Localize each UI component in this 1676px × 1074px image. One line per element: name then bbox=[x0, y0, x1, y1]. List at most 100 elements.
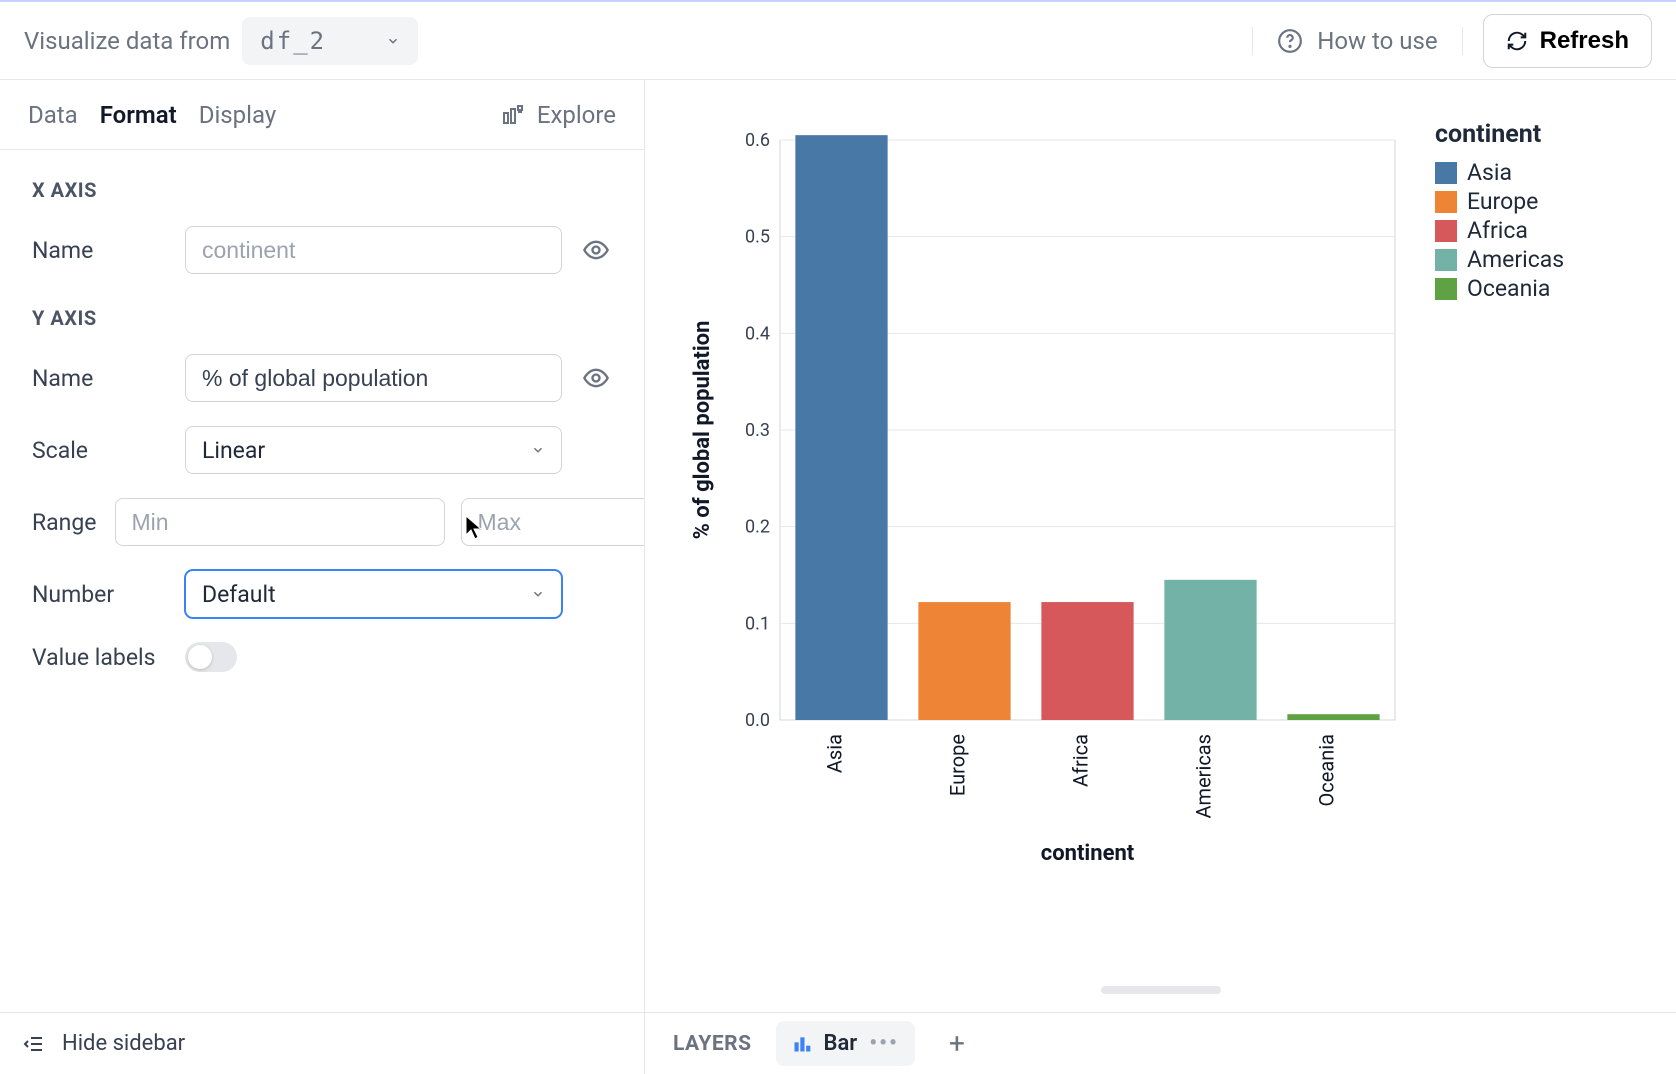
main: Data Format Display Explore X AXIS Name … bbox=[0, 80, 1676, 1074]
yaxis-number-value: Default bbox=[202, 581, 276, 608]
legend-label: Americas bbox=[1467, 246, 1564, 273]
hide-sidebar-label: Hide sidebar bbox=[62, 1031, 185, 1056]
format-panel: X AXIS Name Y AXIS Name Scale Linear bbox=[0, 150, 644, 1012]
yaxis-range-row: Range bbox=[32, 498, 612, 546]
explore-label: Explore bbox=[537, 101, 616, 129]
refresh-label: Refresh bbox=[1540, 27, 1629, 55]
legend-title: continent bbox=[1435, 120, 1564, 149]
svg-text:Americas: Americas bbox=[1192, 734, 1216, 819]
horizontal-scrollbar[interactable] bbox=[1101, 986, 1221, 994]
xaxis-name-row: Name bbox=[32, 226, 612, 274]
explore-button[interactable]: Explore bbox=[501, 101, 616, 129]
yaxis-name-row: Name bbox=[32, 354, 612, 402]
legend-label: Europe bbox=[1467, 188, 1538, 215]
yaxis-min-input[interactable] bbox=[115, 498, 445, 546]
legend-item[interactable]: Europe bbox=[1435, 188, 1564, 215]
chart-wrap: 0.00.10.20.30.40.50.6AsiaEuropeAfricaAme… bbox=[685, 120, 1636, 884]
legend-swatch bbox=[1435, 162, 1457, 184]
xaxis-visibility-button[interactable] bbox=[580, 234, 612, 266]
svg-text:0.0: 0.0 bbox=[745, 710, 770, 731]
yaxis-valuelabels-row: Value labels bbox=[32, 642, 612, 672]
chart-svg-wrap: 0.0 0.1 0.2 0.3 0.4 0.5 0.6 Asia Europe Africa Ame… bbox=[685, 120, 1405, 884]
legend-label: Africa bbox=[1467, 217, 1528, 244]
valuelabels-toggle[interactable] bbox=[185, 642, 237, 672]
tab-data[interactable]: Data bbox=[28, 101, 78, 129]
bar-chart-icon bbox=[792, 1034, 812, 1054]
sidebar: Data Format Display Explore X AXIS Name … bbox=[0, 80, 645, 1074]
chevron-down-icon bbox=[531, 587, 545, 601]
legend-swatch bbox=[1435, 278, 1457, 300]
dataframe-select[interactable]: df_2 bbox=[242, 17, 418, 65]
xaxis-header: X AXIS bbox=[32, 178, 612, 202]
svg-text:Africa: Africa bbox=[1069, 734, 1093, 787]
legend-item[interactable]: Africa bbox=[1435, 217, 1564, 244]
legend-swatch bbox=[1435, 191, 1457, 213]
sidebar-collapse-icon bbox=[22, 1032, 46, 1056]
tabs: Data Format Display bbox=[28, 101, 276, 129]
tabs-row: Data Format Display Explore bbox=[0, 80, 644, 150]
layer-bar[interactable]: Bar ••• bbox=[776, 1021, 915, 1066]
bar-chart: 0.0 0.1 0.2 0.3 0.4 0.5 0.6 Asia Europe Africa Ame… bbox=[685, 120, 1405, 880]
legend-swatch bbox=[1435, 249, 1457, 271]
yaxis-scale-select[interactable]: Linear bbox=[185, 426, 562, 474]
yaxis-max-input[interactable] bbox=[461, 498, 645, 546]
legend: continent AsiaEuropeAfricaAmericasOceani… bbox=[1435, 120, 1564, 884]
topbar-right: How to use Refresh bbox=[1252, 14, 1652, 68]
yaxis-visibility-button[interactable] bbox=[580, 362, 612, 394]
toggle-knob bbox=[188, 645, 212, 669]
refresh-button[interactable]: Refresh bbox=[1483, 14, 1652, 68]
layer-bar-label: Bar bbox=[824, 1031, 858, 1056]
yaxis-scale-row: Scale Linear bbox=[32, 426, 612, 474]
chart-area: 0.00.10.20.30.40.50.6AsiaEuropeAfricaAme… bbox=[645, 80, 1676, 1012]
svg-text:0.2: 0.2 bbox=[745, 517, 770, 538]
how-to-use-label: How to use bbox=[1317, 27, 1437, 55]
svg-text:continent: continent bbox=[1041, 841, 1135, 866]
tab-format[interactable]: Format bbox=[100, 101, 177, 129]
legend-item[interactable]: Oceania bbox=[1435, 275, 1564, 302]
svg-text:Asia: Asia bbox=[823, 734, 847, 773]
help-icon bbox=[1277, 28, 1303, 54]
yaxis-header: Y AXIS bbox=[32, 306, 612, 330]
svg-text:0.3: 0.3 bbox=[745, 420, 770, 441]
svg-text:0.1: 0.1 bbox=[745, 613, 770, 634]
yaxis-number-row: Number Default bbox=[32, 570, 612, 618]
yaxis-number-label: Number bbox=[32, 581, 167, 608]
legend-label: Oceania bbox=[1467, 275, 1550, 302]
topbar: Visualize data from df_2 How to use Refr… bbox=[0, 0, 1676, 80]
svg-text:Oceania: Oceania bbox=[1315, 734, 1339, 807]
yaxis-name-label: Name bbox=[32, 365, 167, 392]
yaxis-name-input[interactable] bbox=[185, 354, 562, 402]
visualize-label: Visualize data from bbox=[24, 27, 230, 55]
svg-text:0.5: 0.5 bbox=[745, 227, 770, 248]
svg-text:% of global population: % of global population bbox=[690, 321, 715, 540]
yaxis-number-select[interactable]: Default bbox=[185, 570, 562, 618]
legend-label: Asia bbox=[1467, 159, 1512, 186]
legend-item[interactable]: Asia bbox=[1435, 159, 1564, 186]
layers-label: LAYERS bbox=[673, 1032, 752, 1056]
yaxis-valuelabels-label: Value labels bbox=[32, 644, 167, 671]
dataframe-value: df_2 bbox=[260, 27, 326, 55]
add-layer-button[interactable]: + bbox=[939, 1026, 975, 1062]
eye-icon bbox=[582, 364, 610, 392]
refresh-icon bbox=[1506, 30, 1528, 52]
explore-icon bbox=[501, 103, 525, 127]
legend-swatch bbox=[1435, 220, 1457, 242]
legend-item[interactable]: Americas bbox=[1435, 246, 1564, 273]
layers-bar: LAYERS Bar ••• + bbox=[645, 1012, 1676, 1074]
yaxis-scale-label: Scale bbox=[32, 437, 167, 464]
topbar-left: Visualize data from df_2 bbox=[24, 17, 418, 65]
svg-text:Europe: Europe bbox=[946, 734, 970, 796]
tab-display[interactable]: Display bbox=[199, 101, 277, 129]
yaxis-range-inputs bbox=[115, 498, 645, 546]
svg-text:0.4: 0.4 bbox=[745, 323, 770, 344]
yaxis-range-label: Range bbox=[32, 509, 97, 536]
canvas: 0.00.10.20.30.40.50.6AsiaEuropeAfricaAme… bbox=[645, 80, 1676, 1074]
how-to-use-button[interactable]: How to use bbox=[1252, 27, 1462, 55]
xaxis-name-input[interactable] bbox=[185, 226, 562, 274]
eye-icon bbox=[582, 236, 610, 264]
hide-sidebar-button[interactable]: Hide sidebar bbox=[0, 1012, 644, 1074]
svg-text:0.6: 0.6 bbox=[745, 130, 770, 151]
more-icon: ••• bbox=[869, 1031, 899, 1056]
xaxis-name-label: Name bbox=[32, 237, 167, 264]
yaxis-scale-value: Linear bbox=[202, 437, 265, 464]
